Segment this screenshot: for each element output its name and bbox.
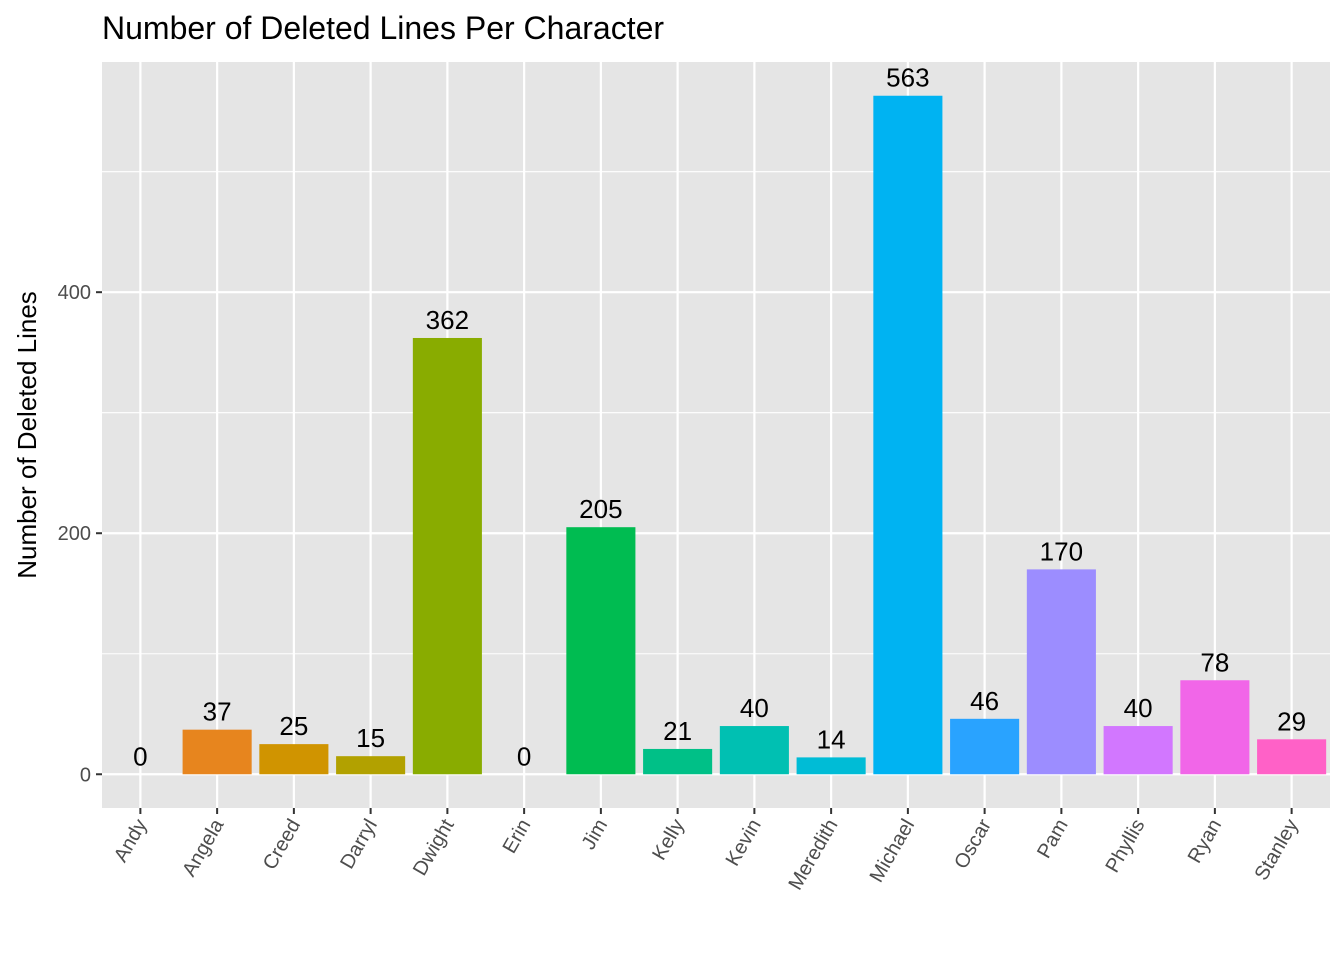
bar-value-label: 205 [579, 494, 622, 524]
y-axis-label: Number of Deleted Lines [12, 291, 42, 579]
bar-meredith [796, 757, 866, 775]
bar-value-label: 40 [1124, 693, 1153, 723]
bar-value-label: 563 [886, 63, 929, 93]
bar-value-label: 46 [970, 686, 999, 716]
plot-panel [102, 62, 1330, 808]
bar-value-label: 40 [740, 693, 769, 723]
bar-pam [1026, 569, 1096, 775]
bar-jim [566, 527, 636, 775]
bar-value-label: 0 [517, 741, 531, 771]
x-tick-label: Michael [866, 816, 920, 887]
x-tick-label: Creed [259, 816, 305, 874]
bar-value-label: 25 [279, 711, 308, 741]
chart-title: Number of Deleted Lines Per Character [102, 10, 664, 46]
bar-kevin [719, 726, 789, 775]
y-tick-label: 0 [80, 764, 91, 786]
bar-labels: 0 37 25 15 362 0 205 21 40 14 563 46 170 40 78 29 [133, 63, 1306, 772]
x-tick-label: Angela [178, 815, 229, 881]
x-tick-label: Pam [1033, 816, 1073, 863]
y-tick-label: 200 [58, 523, 91, 545]
bars [182, 95, 1327, 775]
x-tick-label: Stanley [1251, 816, 1303, 885]
x-tick-label: Phyllis [1102, 816, 1150, 877]
bar-phyllis [1103, 726, 1173, 775]
y-axis: 0 200 400 [58, 282, 102, 786]
bar-michael [873, 95, 943, 775]
bar-value-label: 21 [663, 716, 692, 746]
bar-oscar [950, 718, 1020, 775]
bar-value-label: 170 [1040, 536, 1083, 566]
x-tick-label: Kelly [648, 816, 689, 865]
x-tick-label: Dwight [409, 815, 459, 879]
bar-value-label: 37 [203, 697, 232, 727]
bar-value-label: 15 [356, 723, 385, 753]
x-tick-label: Andy [110, 816, 152, 866]
bar-value-label: 362 [426, 305, 469, 335]
bar-ryan [1180, 680, 1250, 775]
bar-value-label: 0 [133, 741, 147, 771]
bar-dwight [412, 337, 482, 775]
bar-angela [182, 729, 252, 775]
x-tick-label: Oscar [950, 815, 996, 872]
bar-stanley [1257, 739, 1327, 775]
y-tick-label: 400 [58, 282, 91, 304]
bar-creed [259, 744, 329, 775]
x-tick-label: Erin [499, 816, 536, 858]
bar-value-label: 14 [817, 724, 846, 754]
bar-value-label: 78 [1200, 647, 1229, 677]
x-axis: Andy Angela Creed Darryl Dwight Erin Jim Kelly K… [110, 808, 1303, 894]
bar-darryl [336, 756, 406, 775]
x-tick-label: Darryl [336, 816, 382, 873]
bar-value-label: 29 [1277, 706, 1306, 736]
x-tick-label: Meredith [784, 816, 842, 894]
x-tick-label: Jim [578, 816, 613, 854]
x-tick-label: Ryan [1184, 816, 1226, 867]
x-tick-label: Kevin [722, 816, 766, 870]
bar-kelly [643, 748, 713, 775]
